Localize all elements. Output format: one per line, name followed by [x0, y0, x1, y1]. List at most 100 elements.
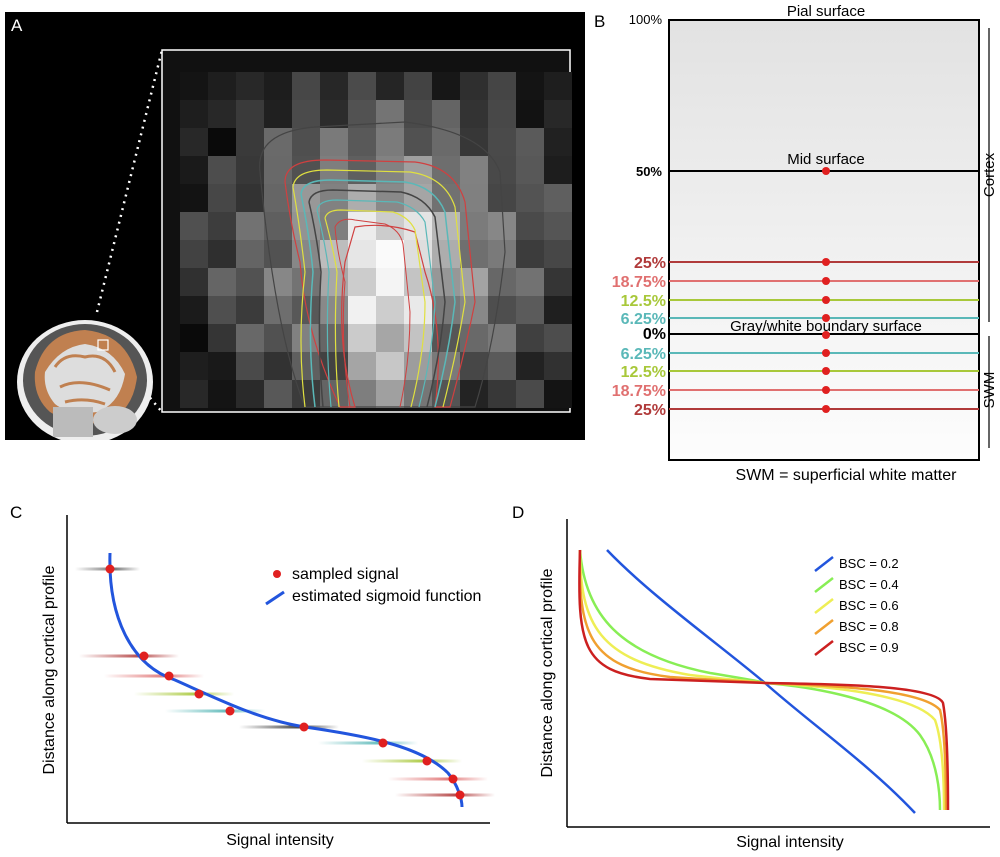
level-label: 25% [634, 255, 666, 272]
thumbnail-roi-box [97, 339, 109, 351]
brain-thumbnail [17, 320, 153, 440]
voxel [236, 240, 264, 268]
voxel [264, 352, 292, 380]
sampled-point [105, 564, 115, 574]
voxel [320, 352, 348, 380]
voxel [236, 184, 264, 212]
voxel [516, 296, 544, 324]
voxel [516, 324, 544, 352]
voxel [180, 296, 208, 324]
voxel [292, 128, 320, 156]
bsc-curve [578, 549, 950, 811]
voxel [460, 240, 488, 268]
sampled-point [164, 671, 174, 681]
voxel [516, 72, 544, 100]
legend-swatch [814, 598, 834, 614]
voxel [544, 72, 572, 100]
cortex-label: Cortex [981, 152, 998, 197]
legend-swatch [814, 577, 834, 593]
voxel [516, 268, 544, 296]
panel-d-label: D [512, 503, 525, 522]
voxel [264, 156, 292, 184]
mri-zoom-figure [17, 49, 572, 440]
voxel [432, 268, 460, 296]
pial-surface-label: Pial surface [787, 3, 865, 20]
voxel [180, 268, 208, 296]
voxel [376, 184, 404, 212]
voxel [544, 100, 572, 128]
voxel [488, 212, 516, 240]
legend-swatch [814, 640, 834, 656]
voxel [376, 380, 404, 408]
voxel [208, 72, 236, 100]
voxel [236, 324, 264, 352]
gray-white-label: Gray/white boundary surface [730, 318, 922, 335]
voxel [348, 128, 376, 156]
voxel [460, 100, 488, 128]
voxel [348, 324, 376, 352]
voxel [208, 100, 236, 128]
sample-point [822, 277, 830, 285]
voxel [180, 352, 208, 380]
voxel [376, 324, 404, 352]
sigmoid-curve [108, 552, 464, 808]
sampled-point [225, 706, 235, 716]
voxel [292, 324, 320, 352]
panel-a-mri: A [5, 12, 585, 440]
voxel [180, 128, 208, 156]
voxel [488, 100, 516, 128]
voxel [208, 324, 236, 352]
profile-bars [75, 567, 495, 797]
top-percent-label: 100% [629, 12, 663, 27]
sample-point [822, 314, 830, 322]
voxel [460, 72, 488, 100]
profile-bar [388, 777, 488, 781]
panel-c-sigmoid: C Distance along cortical profile Signal… [0, 495, 520, 852]
voxel [236, 296, 264, 324]
panel-b-surfaces: B Pial surface 100% Mid surface 50% 25% 1… [594, 0, 1000, 490]
panel-b-label: B [594, 12, 606, 31]
voxel [488, 296, 516, 324]
voxel [208, 156, 236, 184]
voxel [460, 380, 488, 408]
sampled-point [422, 756, 432, 766]
mid-percent-label: 50% [636, 164, 662, 179]
voxel [432, 240, 460, 268]
sampled-point [139, 651, 149, 661]
voxel [544, 212, 572, 240]
bsc-curves [578, 549, 950, 814]
voxel [208, 184, 236, 212]
voxel [320, 100, 348, 128]
surface-diagram: Pial surface 100% Mid surface 50% 25% 18.… [612, 3, 998, 484]
voxel [544, 128, 572, 156]
panel-a-label: A [11, 16, 23, 35]
voxel [516, 156, 544, 184]
voxel [432, 100, 460, 128]
voxel [180, 100, 208, 128]
voxel [292, 352, 320, 380]
voxel [292, 72, 320, 100]
voxel [180, 72, 208, 100]
voxel [348, 240, 376, 268]
x-axis-label: Signal intensity [226, 832, 334, 849]
voxel [488, 352, 516, 380]
voxel [432, 324, 460, 352]
voxel [432, 156, 460, 184]
voxel [320, 184, 348, 212]
voxel [516, 128, 544, 156]
voxel [544, 352, 572, 380]
voxel [180, 212, 208, 240]
sample-point [822, 258, 830, 266]
voxel [488, 128, 516, 156]
voxel [320, 72, 348, 100]
voxel [376, 296, 404, 324]
voxel [180, 156, 208, 184]
voxel [208, 240, 236, 268]
mid-surface-label: Mid surface [787, 151, 865, 168]
legend-label: BSC = 0.2 [839, 556, 899, 571]
profile-bar [395, 793, 495, 797]
legend-sigmoid-marker [265, 590, 285, 606]
voxel [208, 212, 236, 240]
y-axis-label: Distance along cortical profile [41, 565, 58, 774]
voxel [460, 324, 488, 352]
